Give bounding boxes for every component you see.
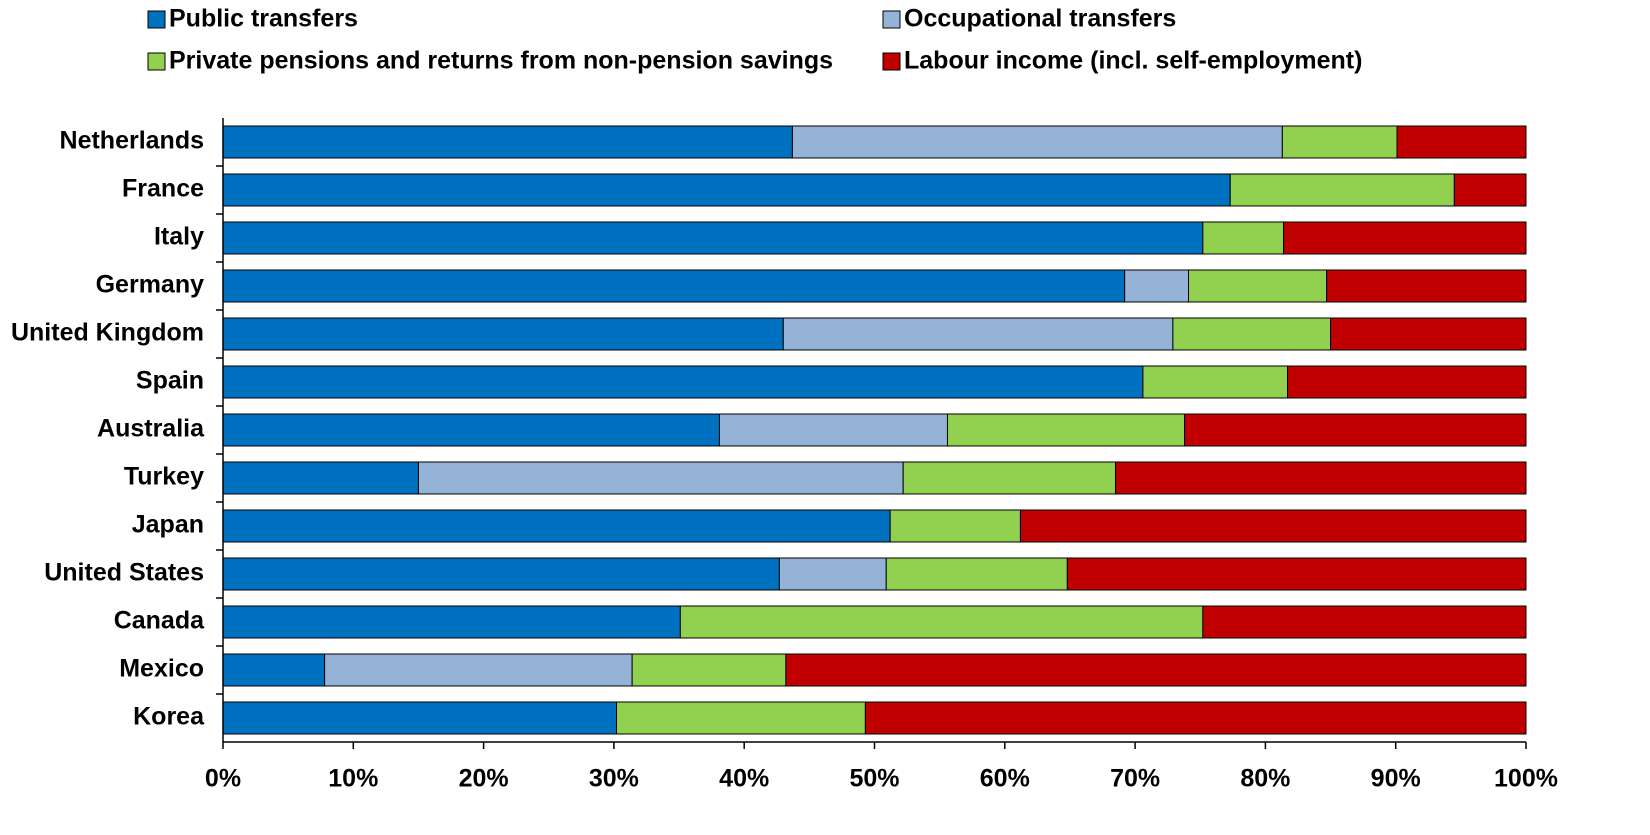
y-tick-label: Korea [133, 703, 205, 731]
bar-segment [679, 605, 1204, 639]
bar-segment [1115, 461, 1527, 495]
bar-segment [1124, 269, 1190, 303]
bar-segment [222, 173, 1231, 207]
bar-segment [222, 269, 1126, 303]
legend-swatch [147, 10, 166, 29]
y-tick-label: United Kingdom [11, 319, 204, 347]
x-tick-label: 0% [205, 765, 241, 793]
bar-segment [222, 605, 681, 639]
bar-segment [417, 461, 904, 495]
legend-label: Labour income (incl. self-employment) [904, 47, 1362, 75]
bar-segment [782, 317, 1174, 351]
y-tick-label: Spain [136, 367, 204, 395]
y-tick-label: Italy [154, 223, 204, 251]
x-tick-label: 80% [1240, 765, 1290, 793]
y-tick-label: Germany [96, 271, 204, 299]
y-tick-label: United States [44, 559, 204, 587]
bar-segment [791, 125, 1283, 159]
bar-segment [1281, 125, 1398, 159]
x-tick-label: 90% [1371, 765, 1421, 793]
y-tick-label: Australia [97, 415, 205, 443]
bar-segment [1453, 173, 1527, 207]
x-tick-label: 10% [328, 765, 378, 793]
bar-segment [946, 413, 1186, 447]
legend-label: Public transfers [169, 5, 358, 33]
bar-segment [1202, 221, 1285, 255]
x-tick-label: 100% [1494, 765, 1558, 793]
bar-segment [324, 653, 633, 687]
bar-segment [889, 509, 1021, 543]
x-tick-label: 20% [459, 765, 509, 793]
bar-segment [1330, 317, 1527, 351]
bar-segment [902, 461, 1117, 495]
x-tick-label: 60% [980, 765, 1030, 793]
bar-segment [778, 557, 887, 591]
y-tick-label: France [122, 175, 204, 203]
legend-label: Private pensions and returns from non-pe… [169, 47, 833, 75]
bar-segment [222, 701, 618, 735]
bar-segment [1188, 269, 1328, 303]
x-tick-label: 40% [719, 765, 769, 793]
x-tick-label: 50% [849, 765, 899, 793]
legend-label: Occupational transfers [904, 5, 1176, 33]
bar-segment [222, 317, 784, 351]
bar-segment [1396, 125, 1527, 159]
bar-segment [1066, 557, 1527, 591]
y-tick-label: Japan [132, 511, 204, 539]
y-tick-label: Netherlands [60, 127, 204, 155]
bar-segment [222, 413, 720, 447]
bar-segment [222, 365, 1144, 399]
y-tick-label: Mexico [119, 655, 204, 683]
bar-segment [222, 509, 891, 543]
bar-segment [1172, 317, 1332, 351]
bar-segment [1142, 365, 1289, 399]
bar-segment [1184, 413, 1527, 447]
bar-segment [1283, 221, 1527, 255]
legend-swatch [147, 52, 166, 71]
bar-segment [1326, 269, 1527, 303]
bar-segment [718, 413, 948, 447]
y-tick-label: Turkey [124, 463, 204, 491]
bar-segment [222, 557, 780, 591]
bar-segment [864, 701, 1527, 735]
bar-segment [1287, 365, 1527, 399]
bar-segment [222, 461, 419, 495]
bar-segment [222, 221, 1204, 255]
legend-swatch [882, 10, 901, 29]
bar-segment [222, 125, 793, 159]
bar-segment [222, 653, 326, 687]
x-tick-label: 70% [1110, 765, 1160, 793]
bar-segment [1202, 605, 1527, 639]
x-tick-label: 30% [589, 765, 639, 793]
bar-segment [1019, 509, 1527, 543]
bar-segment [785, 653, 1527, 687]
y-tick-label: Canada [114, 607, 205, 635]
bar-segment [885, 557, 1068, 591]
legend-swatch [882, 52, 901, 71]
bar-segment [1229, 173, 1455, 207]
bar-segment [616, 701, 866, 735]
bar-segment [631, 653, 787, 687]
